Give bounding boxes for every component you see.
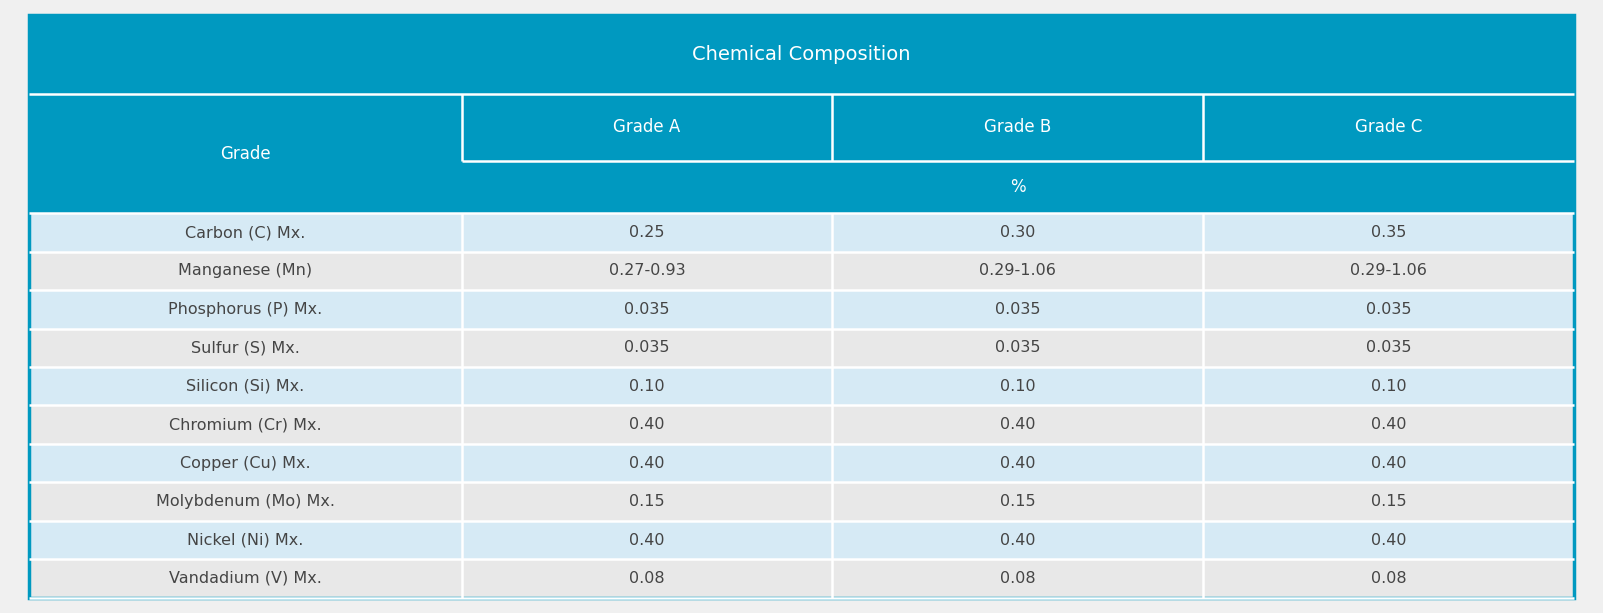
- Text: 0.035: 0.035: [624, 340, 670, 356]
- Bar: [29, 367, 462, 406]
- Text: 0.10: 0.10: [628, 379, 665, 394]
- Text: 0.08: 0.08: [1371, 571, 1406, 586]
- Bar: [462, 367, 832, 406]
- Bar: [462, 161, 1574, 213]
- Text: 0.10: 0.10: [1000, 379, 1036, 394]
- Bar: [29, 559, 462, 598]
- Text: 0.08: 0.08: [628, 571, 665, 586]
- Text: Grade: Grade: [220, 145, 271, 162]
- Text: 0.40: 0.40: [1000, 533, 1036, 547]
- Text: 0.40: 0.40: [1371, 417, 1406, 432]
- Text: Grade A: Grade A: [614, 118, 681, 137]
- Bar: [29, 290, 462, 329]
- Text: 0.40: 0.40: [1371, 455, 1406, 471]
- Text: Carbon (C) Mx.: Carbon (C) Mx.: [184, 225, 306, 240]
- Bar: [832, 94, 1204, 161]
- Text: 0.40: 0.40: [1000, 417, 1036, 432]
- Text: 0.40: 0.40: [1371, 533, 1406, 547]
- Bar: [832, 290, 1204, 329]
- Bar: [1204, 367, 1574, 406]
- Bar: [832, 482, 1204, 521]
- Text: 0.40: 0.40: [630, 417, 665, 432]
- Text: 0.40: 0.40: [630, 533, 665, 547]
- Text: Molybdenum (Mo) Mx.: Molybdenum (Mo) Mx.: [155, 494, 335, 509]
- Text: 0.15: 0.15: [1371, 494, 1406, 509]
- Bar: [1204, 444, 1574, 482]
- Bar: [832, 329, 1204, 367]
- Bar: [832, 252, 1204, 290]
- Bar: [1204, 252, 1574, 290]
- Text: 0.08: 0.08: [1000, 571, 1036, 586]
- Text: Sulfur (S) Mx.: Sulfur (S) Mx.: [191, 340, 300, 356]
- Text: Manganese (Mn): Manganese (Mn): [178, 264, 313, 278]
- Text: 0.035: 0.035: [624, 302, 670, 317]
- Text: Vandadium (V) Mx.: Vandadium (V) Mx.: [168, 571, 322, 586]
- Bar: [462, 290, 832, 329]
- Bar: [832, 406, 1204, 444]
- Bar: [1204, 329, 1574, 367]
- Text: Phosphorus (P) Mx.: Phosphorus (P) Mx.: [168, 302, 322, 317]
- Bar: [462, 329, 832, 367]
- Text: Chromium (Cr) Mx.: Chromium (Cr) Mx.: [168, 417, 322, 432]
- Bar: [832, 367, 1204, 406]
- Bar: [29, 482, 462, 521]
- Text: 0.25: 0.25: [630, 225, 665, 240]
- Bar: [462, 94, 832, 161]
- Bar: [1204, 406, 1574, 444]
- Bar: [29, 521, 462, 559]
- Text: 0.15: 0.15: [1000, 494, 1036, 509]
- Bar: [462, 559, 832, 598]
- Bar: [462, 213, 832, 252]
- Text: Silicon (Si) Mx.: Silicon (Si) Mx.: [186, 379, 305, 394]
- Bar: [1204, 94, 1574, 161]
- Text: 0.035: 0.035: [995, 302, 1040, 317]
- Text: 0.15: 0.15: [628, 494, 665, 509]
- Text: 0.035: 0.035: [995, 340, 1040, 356]
- Text: 0.27-0.93: 0.27-0.93: [609, 264, 686, 278]
- Text: 0.29-1.06: 0.29-1.06: [979, 264, 1056, 278]
- Text: 0.035: 0.035: [1366, 340, 1412, 356]
- Bar: [29, 329, 462, 367]
- Text: 0.40: 0.40: [1000, 455, 1036, 471]
- Text: Grade C: Grade C: [1355, 118, 1422, 137]
- Text: 0.29-1.06: 0.29-1.06: [1350, 264, 1427, 278]
- Text: 0.30: 0.30: [1000, 225, 1036, 240]
- Text: Chemical Composition: Chemical Composition: [692, 45, 911, 64]
- Bar: [29, 444, 462, 482]
- Bar: [832, 521, 1204, 559]
- Bar: [29, 15, 1574, 94]
- Bar: [832, 444, 1204, 482]
- Bar: [462, 406, 832, 444]
- Text: %: %: [1010, 178, 1026, 196]
- Text: Nickel (Ni) Mx.: Nickel (Ni) Mx.: [188, 533, 303, 547]
- Bar: [462, 521, 832, 559]
- Text: Grade B: Grade B: [984, 118, 1052, 137]
- Text: Copper (Cu) Mx.: Copper (Cu) Mx.: [180, 455, 311, 471]
- Bar: [462, 252, 832, 290]
- Text: 0.40: 0.40: [630, 455, 665, 471]
- Bar: [1204, 482, 1574, 521]
- Text: 0.035: 0.035: [1366, 302, 1412, 317]
- Bar: [462, 482, 832, 521]
- Bar: [29, 213, 462, 252]
- Bar: [1204, 559, 1574, 598]
- Bar: [29, 94, 462, 213]
- Bar: [832, 213, 1204, 252]
- Text: 0.35: 0.35: [1371, 225, 1406, 240]
- Bar: [29, 406, 462, 444]
- Bar: [29, 252, 462, 290]
- Bar: [1204, 521, 1574, 559]
- Bar: [832, 559, 1204, 598]
- Text: 0.10: 0.10: [1371, 379, 1406, 394]
- Bar: [1204, 290, 1574, 329]
- Bar: [462, 444, 832, 482]
- Bar: [1204, 213, 1574, 252]
